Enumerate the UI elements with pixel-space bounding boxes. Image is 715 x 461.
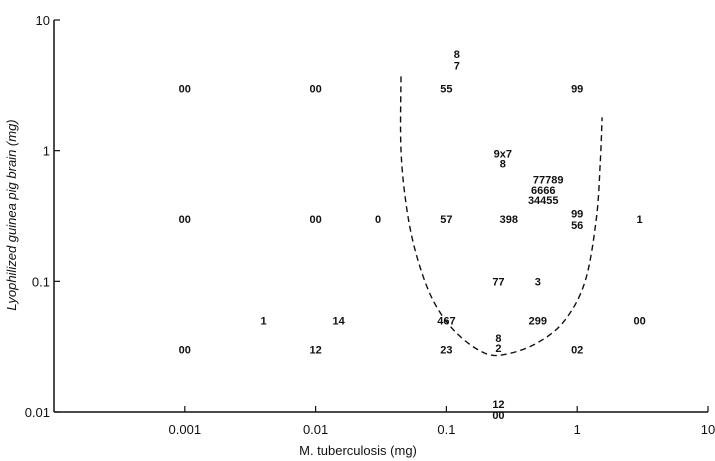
data-point-label: 55 xyxy=(440,83,452,95)
data-point-label: 1 xyxy=(637,214,643,226)
data-point-label: 56 xyxy=(571,220,583,232)
data-point-label: 00 xyxy=(179,345,191,357)
data-point-label: 467 xyxy=(437,316,455,328)
data-point-label: 00 xyxy=(492,410,504,422)
data-point-label: 0 xyxy=(375,214,381,226)
data-point-label: 34455 xyxy=(528,195,559,207)
x-axis-label: M. tuberculosis (mg) xyxy=(299,443,417,458)
data-point-label: 3 xyxy=(535,276,541,288)
data-point-label: 77 xyxy=(492,276,504,288)
x-tick-label: 0.01 xyxy=(303,422,328,437)
data-point-label: 6666 xyxy=(531,185,555,197)
data-point-label: 00 xyxy=(179,83,191,95)
data-point-label: 14 xyxy=(333,316,346,328)
data-point-label: 9x7 xyxy=(494,149,512,161)
data-point-label: 02 xyxy=(571,345,583,357)
y-axis: 0.01 0.1 1 10 xyxy=(25,13,60,420)
data-point-label: 00 xyxy=(179,214,191,226)
x-tick-label: 0.1 xyxy=(437,422,455,437)
x-tick-label: 0.001 xyxy=(169,422,202,437)
data-point-label: 99 xyxy=(571,209,583,221)
y-tick-label: 0.01 xyxy=(25,405,50,420)
data-point-label: 398 xyxy=(500,214,518,226)
data-point-label: 00 xyxy=(309,214,321,226)
data-point-label: 8 xyxy=(495,333,501,345)
data-point-label: 8 xyxy=(500,158,506,170)
y-tick-label: 10 xyxy=(36,13,50,28)
y-tick-label: 1 xyxy=(43,144,50,159)
data-point-label: 2 xyxy=(495,343,501,355)
data-point-label: 99 xyxy=(571,83,583,95)
data-point-label: 00 xyxy=(633,316,645,328)
boundary-curve xyxy=(399,76,603,357)
data-point-label: 299 xyxy=(529,316,547,328)
data-point-label: 8 xyxy=(454,49,460,61)
data-point-label: 77789 xyxy=(533,175,564,187)
data-point-label: 12 xyxy=(492,399,504,411)
data-point-label: 7 xyxy=(454,60,460,72)
data-point-label: 12 xyxy=(309,345,321,357)
y-axis-label: Lyophilized guinea pig brain (mg) xyxy=(4,119,19,310)
x-tick-label: 10 xyxy=(701,422,715,437)
data-point-label: 1 xyxy=(260,316,266,328)
x-axis: 0.001 0.01 0.1 1 10 xyxy=(169,406,715,437)
x-tick-label: 1 xyxy=(574,422,581,437)
data-point-label: 00 xyxy=(309,83,321,95)
data-point-label: 57 xyxy=(440,214,452,226)
data-point-label: 23 xyxy=(440,345,452,357)
y-tick-label: 0.1 xyxy=(32,274,50,289)
plot-frame xyxy=(53,20,708,413)
